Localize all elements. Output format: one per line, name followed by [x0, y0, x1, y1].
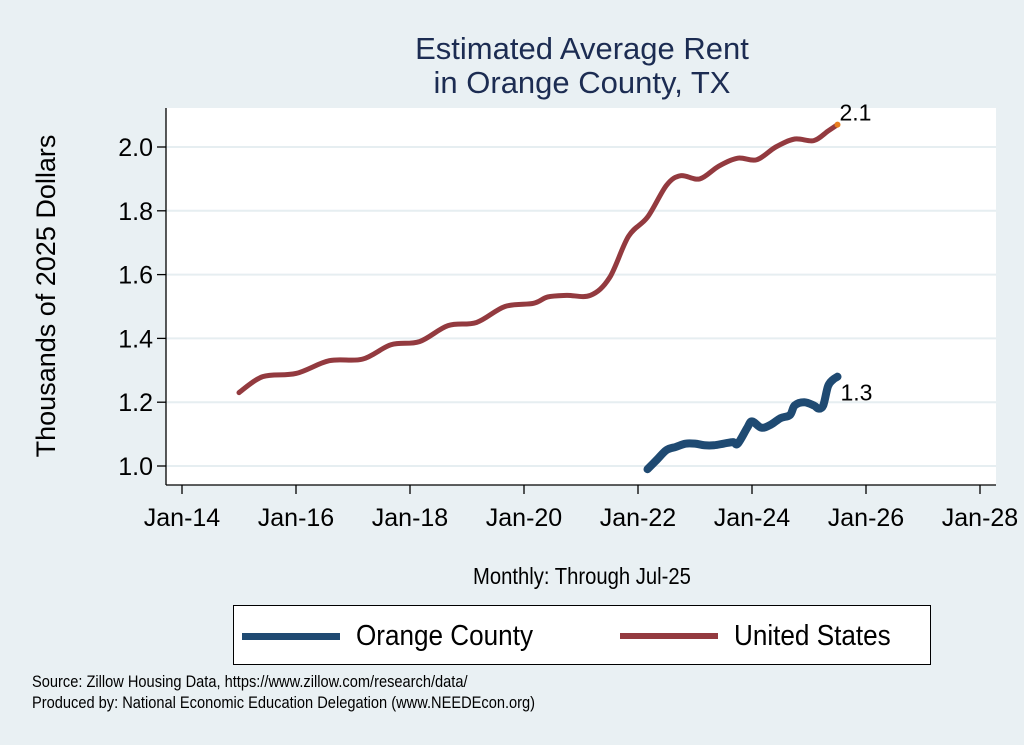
- x-tick-label: Jan-22: [600, 504, 676, 532]
- x-tick-label: Jan-14: [144, 504, 221, 532]
- x-axis-label: Monthly: Through Jul-25: [473, 563, 691, 589]
- end-label-united-states: 2.1: [840, 100, 872, 126]
- legend-swatch-united-states: [620, 633, 718, 639]
- legend: Orange County United States: [233, 605, 931, 665]
- chart-title-line-1: Estimated Average Rent: [415, 31, 749, 66]
- legend-label-orange-county: Orange County: [356, 619, 534, 652]
- y-axis-label: Thousands of 2025 Dollars: [31, 135, 61, 458]
- end-marker-united-states: [834, 121, 841, 128]
- legend-item-orange-county: Orange County: [242, 606, 553, 666]
- y-tick-label: 1.2: [118, 389, 153, 417]
- x-tick-label: Jan-26: [828, 504, 904, 532]
- x-tick-label: Jan-28: [942, 504, 1018, 532]
- x-tick-label: Jan-24: [714, 504, 791, 532]
- series-line-orange-county: [643, 372, 842, 474]
- end-label-orange-county: 1.3: [841, 380, 873, 406]
- x-tick-label: Jan-16: [258, 504, 334, 532]
- producer-note: Produced by: National Economic Education…: [32, 693, 536, 712]
- source-note: Source: Zillow Housing Data, https://www…: [32, 672, 468, 691]
- legend-label-united-states: United States: [734, 619, 891, 652]
- y-tick-label: 1.6: [118, 262, 153, 290]
- legend-item-united-states: United States: [620, 606, 908, 666]
- y-tick-label: 2.0: [118, 134, 153, 162]
- y-tick-label: 1.0: [118, 453, 153, 481]
- chart-title-line-2: in Orange County, TX: [433, 65, 731, 100]
- x-tick-label: Jan-18: [372, 504, 448, 532]
- y-tick-label: 1.8: [118, 198, 153, 226]
- legend-swatch-orange-county: [242, 632, 340, 640]
- y-tick-label: 1.4: [118, 325, 153, 353]
- series-line-united-states: [236, 122, 840, 396]
- x-tick-label: Jan-20: [486, 504, 562, 532]
